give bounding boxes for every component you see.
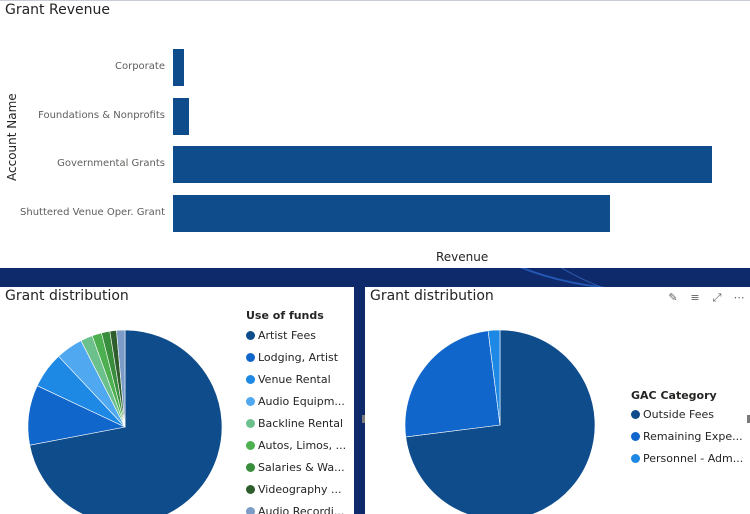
gac-category-chart-title: Grant distribution — [370, 288, 494, 304]
legend-item[interactable]: Backline Rental — [246, 415, 343, 431]
legend-marker-icon — [631, 409, 640, 419]
legend-item[interactable]: Venue Rental — [246, 371, 331, 387]
filter-icon[interactable]: ≡ — [690, 291, 700, 304]
legend-label: Personnel - Adm... — [643, 451, 744, 465]
legend-label: Autos, Limos, ... — [258, 438, 347, 452]
use-of-funds-legend-title: Use of funds — [246, 309, 324, 322]
y-axis-label: Account Name — [5, 93, 19, 181]
legend-item[interactable]: Salaries & Wa... — [246, 459, 345, 475]
legend-item[interactable]: Audio Recordi... — [246, 503, 344, 514]
gac-category-legend-title: GAC Category — [631, 389, 717, 402]
category-label: Corporate — [115, 61, 165, 72]
resize-handle[interactable] — [747, 415, 750, 423]
pie-slice[interactable] — [404, 330, 501, 438]
legend-marker-icon — [246, 462, 255, 472]
pie-slice[interactable] — [29, 329, 223, 514]
legend-label: Venue Rental — [258, 372, 331, 386]
legend-marker-icon — [631, 453, 640, 463]
panel-resize-handle[interactable] — [362, 415, 365, 423]
visual-header-icons: ✎ ≡ ⤢ ⋯ — [664, 289, 748, 306]
legend-marker-icon — [246, 352, 255, 362]
legend-marker-icon — [246, 440, 255, 450]
category-label: Foundations & Nonprofits — [38, 110, 165, 121]
grant-revenue-title: Grant Revenue — [5, 2, 110, 18]
grant-distribution-use-of-funds-visual[interactable]: Grant distribution Use of funds Artist F… — [0, 287, 354, 514]
legend-marker-icon — [246, 330, 255, 340]
legend-label: Artist Fees — [258, 328, 316, 342]
legend-label: Outside Fees — [643, 407, 714, 421]
bar[interactable] — [173, 98, 189, 135]
legend-item[interactable]: Personnel - Adm... — [631, 450, 743, 466]
legend-item[interactable]: Outside Fees — [631, 406, 714, 422]
legend-item[interactable]: Artist Fees — [246, 327, 316, 343]
legend-item[interactable]: Lodging, Artist — [246, 349, 338, 365]
category-label: Shuttered Venue Oper. Grant — [20, 207, 165, 218]
pie-slice[interactable] — [405, 329, 596, 514]
use-of-funds-chart-title: Grant distribution — [5, 288, 129, 304]
legend-label: Lodging, Artist — [258, 350, 339, 364]
legend-item[interactable]: Videography ... — [246, 481, 342, 497]
gac-category-pie[interactable] — [365, 287, 625, 514]
bar[interactable] — [173, 49, 184, 86]
category-label: Governmental Grants — [57, 158, 165, 169]
focus-mode-icon[interactable]: ⤢ — [712, 290, 722, 304]
legend-marker-icon — [246, 418, 255, 428]
legend-marker-icon — [246, 484, 255, 494]
more-options-icon[interactable]: ⋯ — [733, 291, 745, 304]
legend-marker-icon — [246, 374, 255, 384]
grant-distribution-gac-category-visual[interactable]: Grant distribution ✎ ≡ ⤢ ⋯ GAC Category Out… — [365, 287, 750, 514]
pin-icon[interactable]: ✎ — [668, 291, 678, 304]
legend-label: Audio Recordi... — [258, 504, 345, 514]
legend-marker-icon — [246, 506, 255, 514]
pie-slice[interactable] — [487, 329, 501, 426]
legend-label: Salaries & Wa... — [258, 460, 345, 474]
pie-slice[interactable] — [116, 329, 126, 428]
legend-item[interactable]: Autos, Limos, ... — [246, 437, 346, 453]
legend-marker-icon — [631, 431, 640, 441]
legend-item[interactable]: Remaining Expe... — [631, 428, 743, 444]
legend-label: Remaining Expe... — [643, 429, 743, 443]
bar[interactable] — [173, 195, 610, 232]
legend-marker-icon — [246, 396, 255, 406]
legend-label: Videography ... — [258, 482, 342, 496]
use-of-funds-pie[interactable] — [0, 287, 240, 514]
legend-label: Backline Rental — [258, 416, 344, 430]
legend-item[interactable]: Audio Equipm... — [246, 393, 345, 409]
bar[interactable] — [173, 146, 712, 183]
legend-label: Audio Equipm... — [258, 394, 345, 408]
grant-revenue-visual[interactable]: Grant Revenue Account Name Corporate Foun… — [0, 0, 750, 268]
x-axis-label: Revenue — [436, 250, 489, 264]
